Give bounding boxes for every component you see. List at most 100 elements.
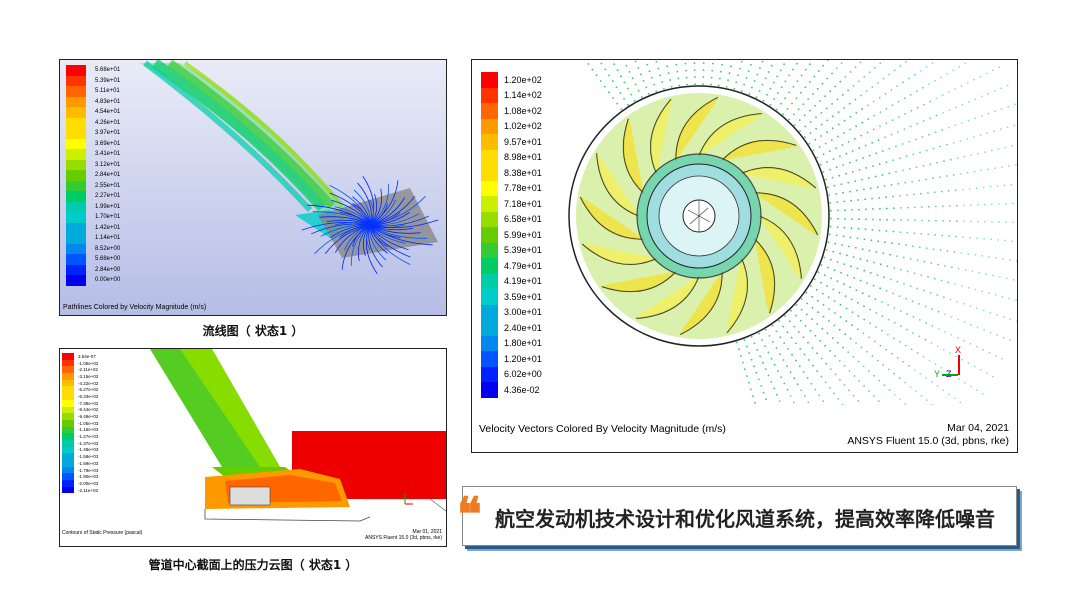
vector-dot	[996, 313, 998, 316]
vector-dot	[830, 209, 832, 212]
legend-swatch	[62, 466, 74, 474]
legend-row: -1.05e+02	[62, 359, 98, 367]
vector-dot	[946, 73, 949, 75]
vector-dot	[595, 74, 598, 77]
impeller-blades	[579, 96, 819, 336]
vector-dot	[818, 146, 821, 148]
vector-dot	[992, 274, 994, 277]
vector-dot	[934, 205, 937, 208]
blade-velocity-fill	[726, 258, 748, 333]
vector-dot	[623, 98, 625, 100]
vector-dot	[816, 156, 819, 159]
legend-swatch	[62, 473, 74, 481]
vector-dot	[849, 236, 852, 239]
vector-dot	[874, 66, 876, 69]
blade-velocity-fill	[759, 216, 802, 279]
vector-dot	[735, 81, 738, 83]
vector-dot	[943, 160, 945, 163]
vector-dot	[961, 103, 964, 106]
vector-dot	[857, 360, 860, 363]
vector-dot	[648, 93, 650, 95]
legend-row: 5.68e+01	[66, 65, 120, 76]
vector-dot	[953, 251, 956, 253]
vector-dot	[748, 352, 751, 354]
vector-dot	[686, 83, 689, 86]
vector-dot	[944, 331, 946, 333]
legend-row: 5.11e+01	[66, 86, 120, 97]
pathlines-legend: 5.68e+01 5.39e+01 5.11e+01 4.83e+01 4.54e+01…	[66, 65, 120, 286]
vector-dot	[847, 351, 850, 354]
legend-swatch	[62, 413, 74, 420]
legend-swatch	[66, 75, 86, 86]
vector-dot	[889, 278, 892, 281]
blade-velocity-fill	[596, 153, 639, 216]
legend-swatch	[481, 335, 498, 351]
legend-row: 4.36e-02	[481, 382, 542, 398]
spray-line	[369, 224, 388, 254]
vector-dot	[923, 289, 925, 292]
vector-dot	[976, 326, 979, 329]
vector-dot	[838, 360, 841, 362]
legend-label: 3.54e-07	[78, 353, 96, 359]
vector-dot	[882, 77, 885, 80]
vector-dot	[983, 329, 985, 331]
vector-dot	[693, 69, 696, 71]
spray-line	[362, 224, 371, 256]
vector-dot	[885, 230, 888, 232]
vector-dot	[931, 308, 933, 310]
pathlines-panel: 5.68e+01 5.39e+01 5.11e+01 4.83e+01 4.54e+01…	[59, 59, 447, 316]
vector-dot	[966, 171, 969, 174]
vector-dot	[745, 77, 748, 79]
vector-dot	[797, 108, 800, 111]
vector-dot	[747, 70, 750, 73]
vector-dot	[958, 378, 960, 380]
vector-dot	[820, 135, 822, 137]
pathlines-caption: 流线图（ 状态1 ）	[202, 324, 304, 338]
vector-dot	[795, 342, 797, 345]
vector-dot	[786, 388, 789, 391]
vector-dot	[940, 279, 943, 282]
vector-dot	[996, 334, 998, 336]
vector-dot	[600, 62, 603, 65]
vector-dot	[890, 89, 893, 91]
legend-label: 4.79e+01	[504, 260, 542, 271]
vector-dot	[777, 92, 779, 94]
vector-dot	[608, 91, 610, 94]
vector-dot	[1006, 84, 1009, 87]
vector-dot	[866, 282, 868, 284]
spray-line	[357, 224, 371, 262]
vector-dot	[822, 400, 825, 403]
vector-dot	[855, 342, 857, 344]
vector-dot	[941, 234, 944, 237]
vector-dot	[885, 348, 888, 351]
vector-dot	[981, 290, 984, 293]
legend-swatch	[481, 180, 498, 196]
vector-dot	[883, 185, 886, 187]
vector-dot	[862, 157, 864, 159]
vector-dot	[988, 256, 990, 258]
vector-dot	[844, 75, 847, 78]
vector-dot	[994, 110, 996, 113]
vector-dot	[851, 209, 853, 211]
vector-dot	[809, 81, 811, 83]
vectors-footer-version: ANSYS Fluent 15.0 (3d, pbns, rke)	[847, 435, 1009, 447]
vector-dot	[859, 258, 862, 260]
vector-dot	[936, 345, 939, 348]
legend-swatch	[62, 373, 74, 380]
spray-line	[369, 224, 409, 251]
spray-line	[369, 219, 439, 228]
vector-dot	[916, 287, 919, 290]
vector-dot	[842, 191, 844, 194]
legend-label: 3.12e+01	[95, 161, 121, 168]
vector-dot	[935, 97, 938, 100]
legend-swatch	[481, 382, 498, 398]
pathlines-footer: Pathlines Colored by Velocity Magnitude …	[63, 304, 207, 311]
vector-dot	[953, 397, 956, 400]
vector-dot	[908, 365, 910, 367]
legend-row: 1.20e+01	[481, 351, 542, 367]
vector-dot	[913, 272, 916, 275]
vector-dot	[937, 328, 940, 330]
vector-dot	[928, 83, 930, 86]
vector-dot	[948, 91, 950, 93]
vector-dot	[877, 139, 880, 141]
